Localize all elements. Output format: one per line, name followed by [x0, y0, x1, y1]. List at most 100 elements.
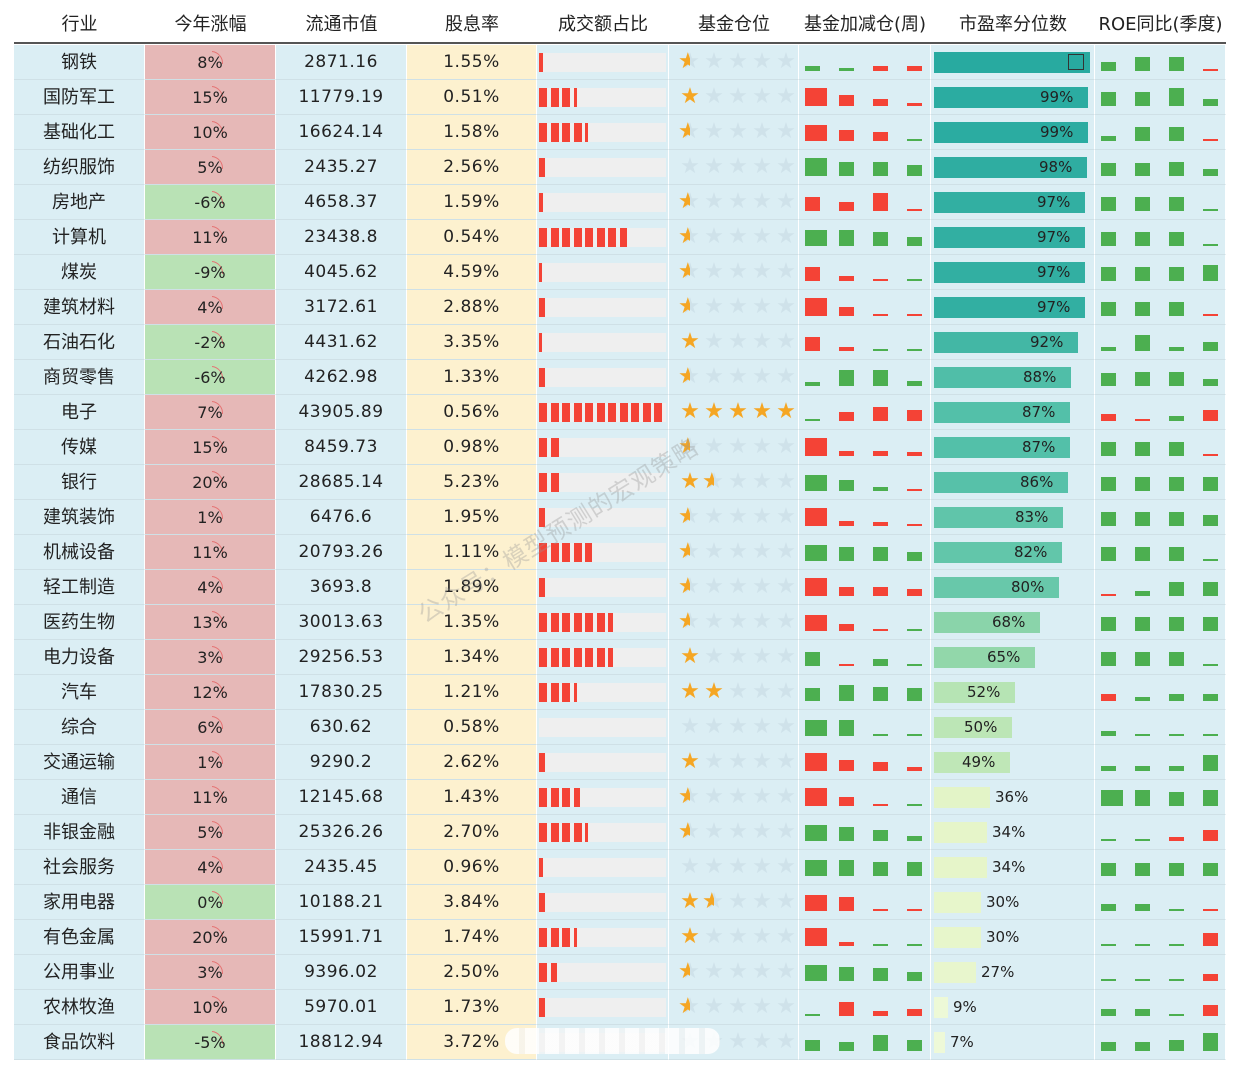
- star-icon: ★: [776, 574, 796, 599]
- roe-yoy-mark: [1169, 477, 1184, 491]
- header-industry[interactable]: 行业: [61, 14, 98, 35]
- fund-change-mark: [873, 162, 888, 176]
- table-row[interactable]: 电力设备 3% 29256.53 1.34% ★ ★ ★ ★ ★ 65%: [14, 640, 1226, 675]
- fund-change-mark: [805, 652, 820, 666]
- market-cap: 20793.26: [276, 535, 407, 570]
- fund-position-stars: ★ ★ ★ ★ ★: [669, 955, 799, 990]
- star-icon: ★: [728, 259, 748, 284]
- ytd-change: -9%: [145, 255, 276, 290]
- star-icon: ★: [728, 994, 748, 1019]
- table-row[interactable]: 商贸零售-6%4262.981.33%★★★★★88%: [14, 360, 1226, 395]
- table-row[interactable]: 国防军工 15% 11779.19 0.51% ★ ★ ★ ★ ★ 99%: [14, 80, 1226, 115]
- dividend-yield: 1.11%: [407, 535, 537, 570]
- dividend-yield: 1.59%: [407, 185, 537, 220]
- star-icon: ★: [776, 294, 796, 319]
- header-ytd-change[interactable]: 今年涨幅: [174, 14, 247, 35]
- header-market-cap[interactable]: 流通市值: [305, 14, 378, 35]
- table-row[interactable]: 煤炭-9%4045.624.59%★★★★★97%: [14, 255, 1226, 290]
- fund-change-mark: [805, 753, 827, 771]
- table-row[interactable]: 汽车 12% 17830.25 1.21% ★ ★ ★ ★ ★ 52%: [14, 675, 1226, 710]
- pe-percentile-value: 97%: [1037, 298, 1071, 316]
- table-row[interactable]: 房地产-6%4658.371.59%★★★★★97%: [14, 185, 1226, 220]
- fund-change-mark: [839, 307, 854, 316]
- table-row[interactable]: 纺织服饰 5% 2435.27 2.56% ★ ★ ★ ★ ★ 98%: [14, 150, 1226, 185]
- roe-yoy-mark: [1135, 419, 1150, 421]
- table-row[interactable]: 社会服务 4% 2435.45 0.96% ★ ★ ★ ★ ★ 34%: [14, 850, 1226, 885]
- industry-name: 基础化工: [14, 115, 145, 150]
- fund-change-mark: [805, 895, 827, 911]
- industry-name: 煤炭: [14, 255, 145, 290]
- roe-yoy-mark: [1169, 766, 1184, 771]
- fund-change-mark: [907, 836, 922, 841]
- star-icon: ★: [678, 610, 702, 635]
- table-row[interactable]: 食品饮料 -5% 18812.94 3.72% ★ ★ ★ ★ ★ 7%: [14, 1025, 1226, 1060]
- star-icon: ★: [776, 119, 796, 144]
- fund-change: [799, 500, 931, 535]
- volume-share-segment: [539, 858, 543, 877]
- table-row[interactable]: 有色金属 20% 15991.71 1.74% ★ ★ ★ ★ ★ 30%: [14, 920, 1226, 955]
- fund-change-mark: [805, 545, 827, 561]
- volume-share-segment: [539, 403, 547, 422]
- star-icon: ★: [728, 574, 748, 599]
- select-checkbox[interactable]: [1068, 54, 1084, 70]
- ytd-change: -2%: [145, 325, 276, 360]
- volume-share-segment: [550, 788, 559, 807]
- star-icon: ★: [728, 539, 748, 564]
- volume-share: [537, 815, 669, 850]
- table-row[interactable]: 钢铁 8% 2871.16 1.55% ★ ★ ★ ★ ★: [14, 45, 1226, 80]
- fund-change-mark: [873, 193, 888, 211]
- ytd-change: 6%: [145, 710, 276, 745]
- header-pe-percentile[interactable]: 市盈率分位数: [959, 14, 1067, 35]
- header-fund-change[interactable]: 基金加减仓(周): [803, 14, 927, 35]
- fund-change-mark: [873, 659, 888, 666]
- volume-share-segment: [596, 403, 605, 422]
- roe-yoy-mark: [1135, 863, 1150, 876]
- volume-share-segment: [539, 368, 545, 387]
- market-cap: 4658.37: [276, 185, 407, 220]
- dividend-yield: 2.62%: [407, 745, 537, 780]
- header-fund-position[interactable]: 基金仓位: [698, 14, 770, 35]
- table-row[interactable]: 综合 6% 630.62 0.58% ★ ★ ★ ★ ★ 50%: [14, 710, 1226, 745]
- header-volume-share[interactable]: 成交额占比: [558, 14, 648, 35]
- table-row[interactable]: 交通运输 1% 9290.2 2.62% ★ ★ ★ ★ ★ 49%: [14, 745, 1226, 780]
- ytd-change: 4%: [145, 570, 276, 605]
- table-row[interactable]: 石油石化 -2% 4431.62 3.35% ★ ★ ★ ★ ★ 92%: [14, 325, 1226, 360]
- fund-change-mark: [805, 382, 820, 386]
- volume-share: [537, 745, 669, 780]
- ytd-change-value: 10%: [192, 123, 228, 142]
- roe-yoy: [1095, 535, 1226, 570]
- header-roe-yoy[interactable]: ROE同比(季度): [1098, 14, 1223, 35]
- volume-share: [537, 535, 669, 570]
- volume-share-track: [539, 88, 666, 107]
- header-dividend-yield[interactable]: 股息率: [445, 14, 499, 35]
- roe-yoy-mark: [1135, 232, 1150, 246]
- fund-change-mark: [805, 578, 827, 596]
- ytd-change-value: 7%: [197, 403, 223, 422]
- fund-change-mark: [873, 547, 888, 561]
- volume-share-track: [539, 823, 666, 842]
- fund-change: [799, 290, 931, 325]
- roe-yoy-mark: [1169, 127, 1184, 141]
- pe-percentile-bar: [934, 997, 948, 1018]
- fund-change-mark: [805, 298, 827, 316]
- volume-share-track: [539, 438, 666, 457]
- table-row[interactable]: 电子 7% 43905.89 0.56% ★ ★ ★ ★ ★ 87%: [14, 395, 1226, 430]
- fund-change-mark: [839, 95, 854, 106]
- ytd-change: -6%: [145, 185, 276, 220]
- industry-name: 纺织服饰: [14, 150, 145, 185]
- ytd-change-value: -6%: [194, 193, 226, 212]
